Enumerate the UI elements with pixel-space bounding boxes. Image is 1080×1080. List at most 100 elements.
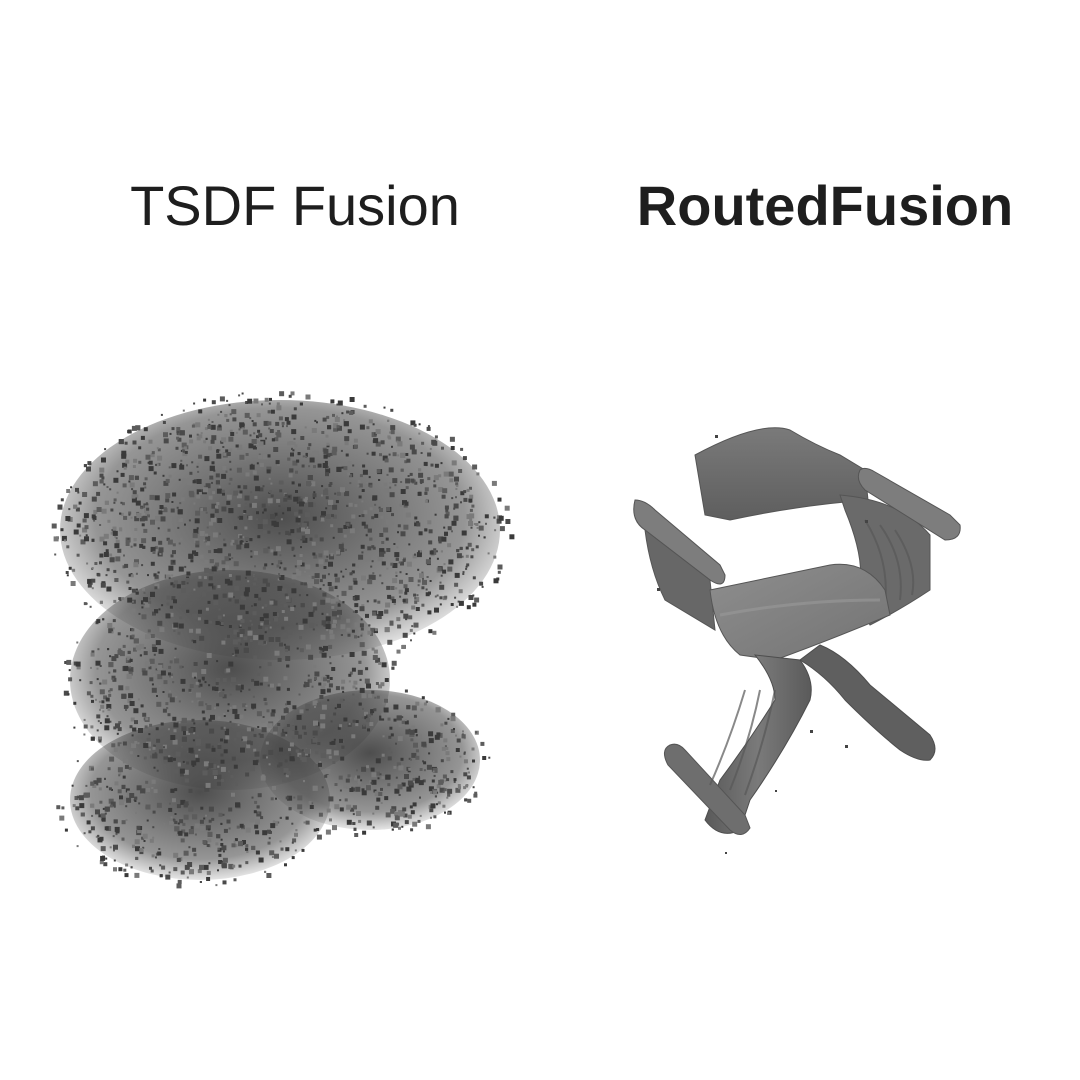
noise-speckle (234, 844, 238, 848)
noise-speckle (380, 488, 384, 492)
noise-speckle (109, 488, 112, 491)
noise-speckle (83, 724, 88, 729)
noise-speckle (189, 434, 192, 438)
noise-speckle (192, 613, 198, 619)
noise-speckle (217, 548, 223, 554)
noise-speckle (102, 679, 108, 685)
noise-speckle (253, 748, 257, 752)
noise-speckle (70, 486, 73, 489)
noise-speckle (153, 744, 156, 747)
noise-speckle (119, 528, 123, 532)
noise-speckle (475, 731, 477, 734)
noise-speckle (357, 480, 361, 484)
noise-speckle (247, 626, 251, 630)
noise-speckle (221, 845, 227, 851)
noise-speckle (195, 543, 200, 548)
noise-speckle (456, 484, 459, 487)
noise-speckle (466, 514, 472, 520)
noise-speckle (216, 660, 219, 663)
noise-speckle (239, 604, 245, 610)
noise-speckle (276, 402, 280, 406)
noise-speckle (308, 443, 312, 447)
noise-speckle (99, 479, 104, 484)
noise-speckle (228, 558, 231, 561)
noise-speckle (433, 548, 437, 552)
noise-speckle (303, 570, 306, 573)
noise-speckle (217, 742, 220, 745)
noise-speckle (236, 825, 240, 829)
noise-speckle (332, 619, 337, 624)
noise-speckle (408, 577, 414, 582)
noise-speckle (210, 471, 214, 475)
noise-speckle (181, 588, 186, 593)
noise-speckle (123, 554, 125, 557)
noise-speckle (300, 527, 305, 532)
noise-speckle (346, 819, 352, 825)
noise-speckle (361, 693, 367, 699)
noise-speckle (314, 677, 317, 680)
noise-speckle (135, 846, 140, 852)
noise-speckle (72, 568, 76, 572)
noise-speckle (277, 578, 280, 581)
noise-speckle (397, 736, 403, 742)
noise-speckle (469, 486, 472, 490)
noise-speckle (298, 509, 303, 514)
noise-speckle (465, 784, 469, 788)
noise-speckle (389, 486, 392, 489)
noise-speckle (288, 605, 290, 608)
noise-speckle (217, 615, 222, 620)
noise-speckle (312, 497, 315, 499)
noise-speckle (229, 706, 232, 709)
noise-speckle (60, 498, 64, 502)
noise-speckle (160, 516, 166, 522)
noise-speckle (422, 760, 424, 763)
noise-speckle (281, 425, 284, 428)
noise-speckle (409, 805, 413, 809)
noise-speckle (379, 508, 383, 512)
noise-speckle (226, 494, 232, 500)
noise-speckle (202, 678, 205, 681)
noise-speckle (253, 432, 256, 435)
noise-speckle (393, 765, 397, 769)
noise-speckle (372, 423, 375, 426)
noise-speckle (245, 844, 249, 848)
noise-speckle (224, 578, 230, 584)
noise-speckle (277, 560, 282, 565)
noise-speckle (165, 493, 171, 499)
noise-speckle (286, 771, 291, 776)
noise-speckle (396, 440, 399, 443)
noise-speckle (214, 509, 219, 514)
noise-speckle (438, 779, 444, 785)
noise-speckle (281, 421, 285, 425)
noise-speckle (481, 585, 484, 588)
noise-speckle (156, 695, 158, 697)
noise-speckle (330, 598, 336, 604)
noise-speckle (273, 551, 278, 556)
noise-speckle (121, 693, 127, 699)
noise-speckle (127, 429, 132, 434)
noise-speckle (201, 710, 205, 714)
noise-speckle (105, 574, 108, 577)
noise-speckle (451, 520, 457, 526)
noise-speckle (220, 838, 223, 841)
noise-speckle (232, 417, 237, 422)
noise-speckle (186, 571, 191, 576)
noise-speckle (108, 798, 114, 804)
noise-speckle (451, 712, 456, 717)
noise-speckle (202, 487, 208, 493)
noise-speckle (266, 469, 271, 474)
noise-speckle (444, 721, 448, 725)
noise-speckle (61, 535, 67, 541)
noise-speckle (179, 665, 183, 669)
noise-speckle (151, 687, 157, 693)
noise-speckle (362, 464, 366, 468)
noise-speckle (183, 814, 189, 820)
noise-speckle (206, 870, 211, 875)
noise-speckle (352, 693, 355, 696)
noise-speckle (312, 602, 317, 607)
noise-speckle (323, 454, 328, 459)
noise-speckle (349, 410, 354, 415)
noise-speckle (203, 485, 206, 488)
noise-speckle (295, 470, 298, 474)
noise-speckle (107, 623, 113, 628)
